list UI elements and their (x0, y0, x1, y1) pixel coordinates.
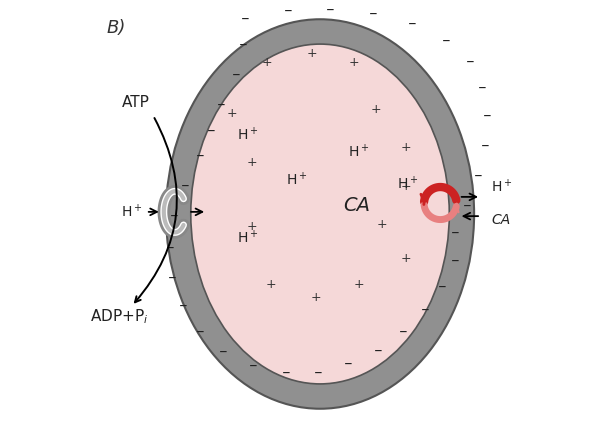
Text: +: + (377, 218, 387, 231)
Text: +: + (262, 56, 272, 68)
Text: +: + (400, 141, 411, 154)
Text: ATP: ATP (122, 95, 150, 110)
Text: −: − (451, 256, 459, 266)
Text: +: + (400, 180, 411, 193)
Text: −: − (170, 211, 179, 221)
Text: −: − (283, 6, 292, 16)
Text: −: − (241, 14, 250, 24)
Text: −: − (178, 301, 187, 311)
Text: +: + (349, 56, 359, 68)
Text: +: + (246, 156, 257, 169)
Text: H$^+$: H$^+$ (286, 171, 307, 188)
Text: +: + (353, 278, 364, 291)
Text: −: − (480, 140, 489, 151)
Ellipse shape (166, 19, 474, 409)
Text: −: − (343, 359, 352, 369)
Text: −: − (249, 361, 258, 371)
Text: H$^+$: H$^+$ (121, 203, 142, 220)
Text: −: − (326, 4, 335, 15)
Text: −: − (196, 151, 205, 161)
Text: −: − (369, 9, 378, 19)
Text: −: − (483, 110, 492, 121)
Text: ADP+P$_i$: ADP+P$_i$ (90, 307, 148, 326)
Text: −: − (232, 70, 241, 80)
Text: H$^+$: H$^+$ (348, 143, 369, 160)
Text: −: − (407, 18, 416, 29)
Text: −: − (181, 181, 190, 191)
Text: −: − (451, 228, 459, 238)
Text: −: − (479, 83, 487, 93)
Text: H$^+$: H$^+$ (237, 229, 258, 246)
Text: −: − (314, 368, 322, 378)
Text: −: − (217, 100, 226, 110)
Text: +: + (227, 107, 238, 120)
Ellipse shape (191, 44, 449, 384)
Text: −: − (466, 57, 474, 67)
Text: +: + (306, 47, 317, 60)
Text: +: + (400, 253, 411, 265)
Text: −: − (442, 36, 451, 46)
Text: −: − (206, 125, 215, 136)
Text: H$^+$: H$^+$ (397, 175, 419, 193)
Text: −: − (374, 346, 382, 356)
Text: −: − (168, 273, 177, 283)
Text: −: − (399, 327, 408, 337)
Text: +: + (246, 220, 257, 233)
Text: −: − (282, 368, 290, 378)
Text: CA: CA (491, 214, 511, 227)
Text: −: − (420, 305, 429, 315)
Text: −: − (166, 243, 174, 253)
Text: −: − (438, 282, 447, 292)
Text: −: − (463, 200, 472, 211)
Text: H$^+$: H$^+$ (237, 126, 258, 143)
Text: CA: CA (343, 196, 370, 215)
Text: +: + (311, 291, 321, 304)
Text: H$^+$: H$^+$ (491, 178, 513, 195)
Text: −: − (238, 40, 247, 50)
Text: −: − (196, 327, 205, 337)
Text: −: − (474, 170, 483, 181)
Text: +: + (371, 103, 381, 116)
Text: −: − (219, 347, 228, 357)
Text: +: + (266, 278, 276, 291)
Text: B): B) (106, 19, 125, 37)
